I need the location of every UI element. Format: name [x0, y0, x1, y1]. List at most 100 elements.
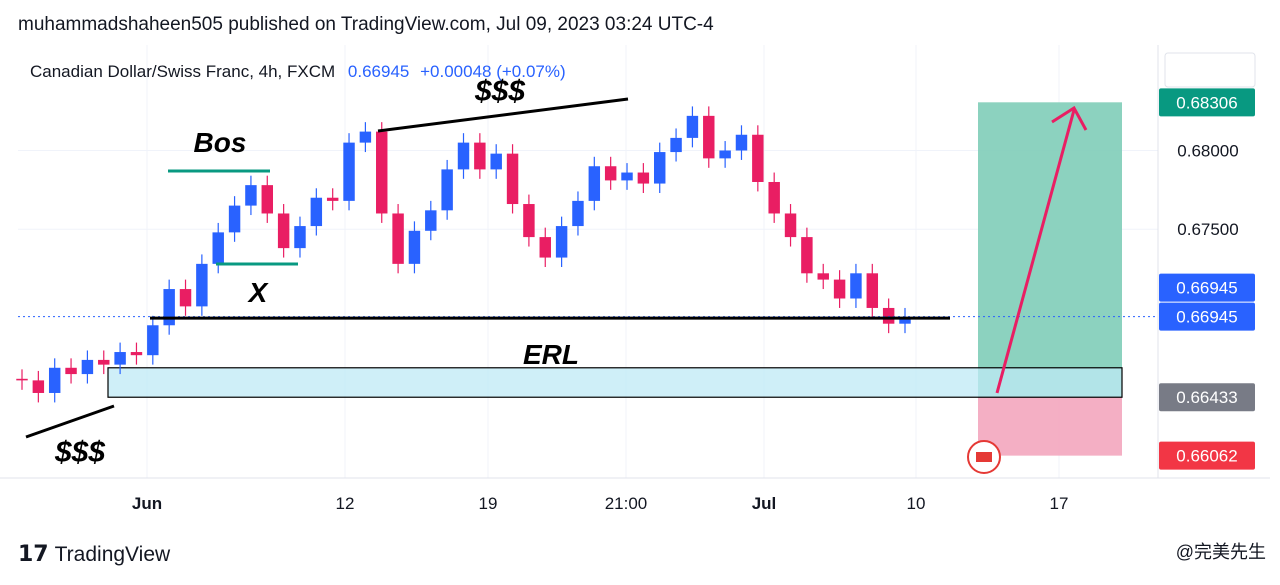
x-tick-label: Jul [752, 494, 777, 513]
candle-body [555, 226, 568, 258]
candle-body [179, 289, 192, 307]
price-badge: 0.66945 [1159, 273, 1255, 302]
candle-body [408, 230, 421, 264]
candle-body [752, 134, 764, 182]
candle-body [16, 378, 28, 381]
candle-body [539, 237, 551, 258]
candle-body [866, 273, 879, 308]
price-badge-bg [1159, 441, 1255, 470]
price-badge-label: 0.68306 [1176, 93, 1237, 112]
publisher-line: muhammadshaheen505 published on TradingV… [18, 14, 714, 35]
price-badge-bg [1159, 273, 1255, 302]
brand-name: TradingView [54, 542, 171, 566]
tradingview-logo[interactable]: 17 TradingView [18, 542, 170, 567]
candle-body [81, 359, 94, 375]
price-badge-bg [1159, 88, 1255, 117]
y-tick-label: 0.67500 [1177, 220, 1238, 239]
candle-body [98, 359, 110, 365]
candle-body [376, 131, 388, 214]
candle-body [735, 134, 748, 151]
price-badge: 0.66945 [1159, 302, 1255, 331]
candle-body [474, 142, 486, 170]
price-badge-label: 0.66433 [1176, 388, 1237, 407]
candle-body [801, 237, 813, 274]
symbol-info: Canadian Dollar/Swiss Franc, 4h, FXCM 0.… [30, 62, 566, 82]
bos-label: Bos [194, 127, 247, 158]
y-tick-label: 0.68000 [1177, 141, 1238, 160]
candle-body [523, 204, 535, 238]
candle-body [572, 200, 584, 227]
candle-body [833, 279, 846, 299]
candle-body [506, 153, 519, 205]
candle-body [817, 273, 829, 280]
candle-body [245, 185, 257, 206]
price-badge-label: 0.66945 [1176, 279, 1237, 298]
price-badge-label: 0.66945 [1176, 308, 1237, 327]
candle-body [359, 131, 372, 143]
x-tick-label: 17 [1050, 494, 1069, 513]
scale-settings-box [1164, 52, 1256, 88]
candle-body [310, 197, 323, 227]
candle-body [294, 226, 306, 249]
candle-body [604, 166, 617, 181]
erl-zone [107, 367, 1123, 398]
candle-body [768, 181, 780, 214]
candle-body [163, 289, 175, 326]
candle-body [32, 380, 45, 393]
price-badge: 0.66062 [1159, 441, 1255, 470]
candle-body [425, 210, 437, 231]
support-trendline [25, 404, 115, 439]
liquidity-label-bottom: $$$ [54, 436, 105, 469]
candle-body [719, 150, 731, 159]
symbol-name: Canadian Dollar/Swiss Franc, 4h, FXCM [30, 62, 336, 81]
target-arrow [995, 109, 1076, 394]
x-tick-label: 21:00 [605, 494, 648, 513]
candle-body [670, 137, 682, 153]
candle-body [147, 325, 159, 356]
candle-body [784, 213, 797, 238]
resistance-trendline [377, 97, 629, 133]
candle-body [490, 153, 502, 170]
price-badge-bg [1159, 302, 1255, 331]
candle-body [899, 317, 911, 324]
candle-body [326, 197, 339, 201]
erl-label: ERL [523, 339, 579, 370]
x-tick-label: 10 [907, 494, 926, 513]
candle-body [343, 142, 355, 201]
x-tick-label: 12 [336, 494, 355, 513]
liquidity-label-top: $$$ [474, 75, 525, 108]
candle-body [114, 352, 126, 365]
candle-body [130, 352, 143, 356]
candle-body [457, 142, 470, 170]
x-label: X [247, 277, 270, 308]
candle-body [441, 169, 453, 211]
last-price: 0.66945 [347, 62, 410, 81]
canada-flag-icon [976, 452, 992, 462]
candle-body [392, 213, 404, 264]
x-tick-label: 19 [479, 494, 498, 513]
candle-body [196, 263, 208, 307]
price-badge: 0.66433 [1159, 383, 1255, 412]
arrow-head-icon [1051, 105, 1088, 131]
price-badge-label: 0.66062 [1176, 447, 1237, 466]
candle-body [882, 307, 895, 324]
loss-zone [978, 397, 1122, 456]
author-watermark: @完美先生 [1175, 542, 1266, 562]
candle-body [637, 172, 650, 184]
candle-body [65, 367, 77, 375]
price-change: +0.00048 (+0.07%) [420, 62, 566, 81]
candle-body [686, 115, 699, 138]
price-badge-bg [1159, 383, 1255, 412]
price-badge: 0.68306 [1159, 88, 1255, 117]
candle-body [653, 152, 666, 184]
candle-body [277, 213, 290, 249]
price-chart[interactable]: $$$ Bos X ERL $$$ 0.68000 0.67500 0.68306 0.669… [0, 0, 1280, 540]
candle-body [228, 205, 241, 233]
candle-body [621, 172, 633, 181]
x-tick-label: Jun [132, 494, 162, 513]
candle-body [48, 367, 61, 393]
candle-body [850, 273, 862, 299]
candle-body [261, 185, 274, 214]
candle-body [703, 115, 715, 159]
candle-body [212, 232, 224, 264]
